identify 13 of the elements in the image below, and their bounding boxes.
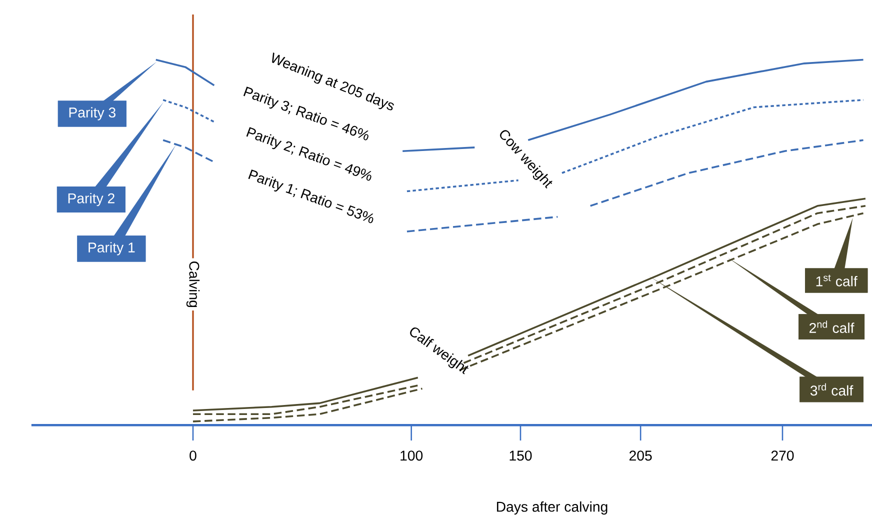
text: Parity 3 — [69, 107, 116, 121]
text: 3$^{rd}$ calf — [810, 383, 854, 396]
ref-line-label: Calving — [186, 262, 200, 308]
x-tick-label: 100 — [400, 450, 423, 461]
x-tick-label: 150 — [510, 450, 532, 461]
x-tick-label: 270 — [771, 450, 794, 461]
text: 1$^{st}$ calf — [816, 274, 858, 287]
text: Parity 2 — [68, 193, 114, 206]
x-tick-label: 205 — [629, 450, 652, 461]
text: 2$^{nd}$ calf — [810, 320, 854, 334]
x-axis-title: Days after calving — [496, 502, 608, 515]
x-tick-label: 0 — [190, 450, 196, 461]
text: Parity 1 — [88, 242, 135, 256]
